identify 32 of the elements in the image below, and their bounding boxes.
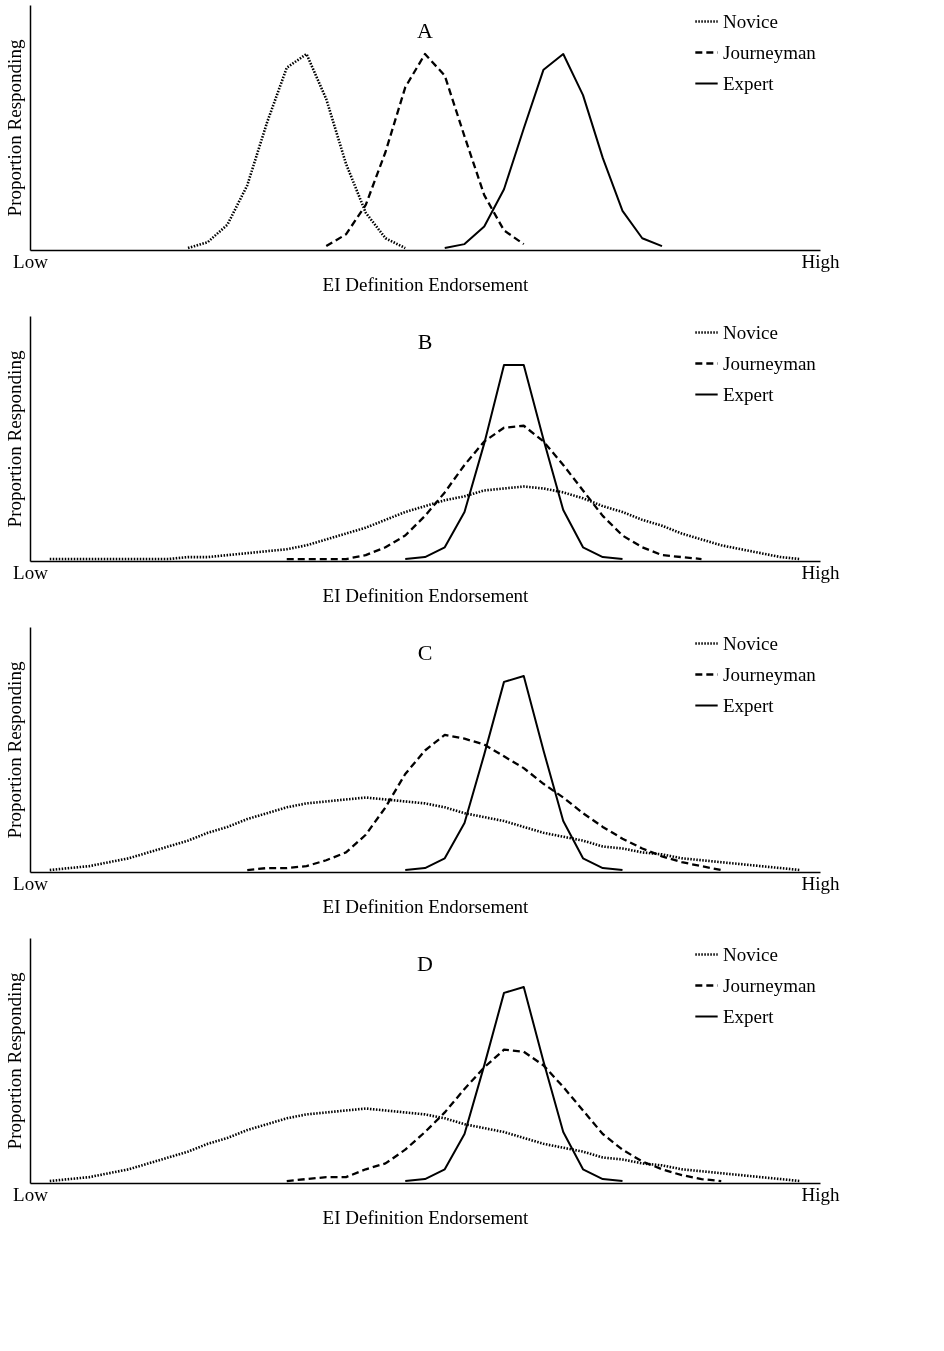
legend-label: Novice	[723, 10, 778, 32]
x-tick-label: High	[801, 1183, 840, 1205]
legend-label: Journeyman	[723, 974, 817, 996]
x-tick-label: Low	[13, 250, 49, 272]
chart-title: A	[417, 18, 434, 43]
chart-title: C	[417, 640, 433, 665]
y-axis-title: Proportion Responding	[3, 39, 25, 217]
x-axis-title: EI Definition Endorsement	[322, 1206, 530, 1228]
legend-label: Novice	[723, 632, 778, 654]
x-tick-label: High	[801, 250, 840, 272]
x-axis-title: EI Definition Endorsement	[322, 895, 530, 917]
legend-label: Expert	[723, 72, 775, 94]
x-tick-label: High	[801, 872, 840, 894]
legend-label: Expert	[723, 1005, 775, 1027]
chart-title: D	[417, 951, 433, 976]
legend-label: Journeyman	[723, 663, 817, 685]
x-axis-title: EI Definition Endorsement	[322, 584, 530, 606]
x-tick-label: Low	[13, 872, 49, 894]
y-axis-title: Proportion Responding	[3, 972, 25, 1150]
legend-label: Novice	[723, 943, 778, 965]
x-tick-label: Low	[13, 1183, 49, 1205]
chart-title: B	[417, 329, 433, 354]
x-axis-title: EI Definition Endorsement	[322, 273, 530, 295]
legend-label: Novice	[723, 321, 778, 343]
x-tick-label: Low	[13, 561, 49, 583]
y-axis-title: Proportion Responding	[3, 661, 25, 839]
legend-label: Journeyman	[723, 41, 817, 63]
legend-label: Expert	[723, 694, 775, 716]
y-axis-title: Proportion Responding	[3, 350, 25, 528]
legend-label: Expert	[723, 383, 775, 405]
x-tick-label: High	[801, 561, 840, 583]
legend-label: Journeyman	[723, 352, 817, 374]
